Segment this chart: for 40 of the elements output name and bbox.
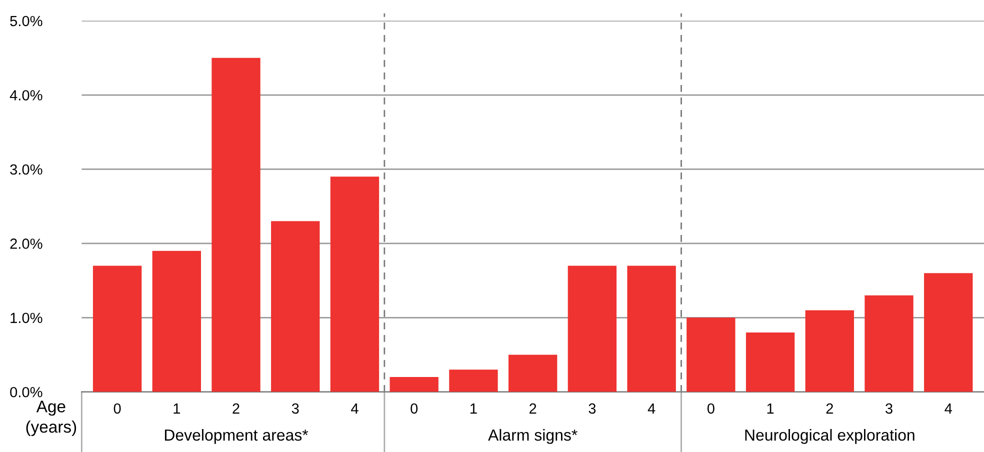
x-tick-label: 0 xyxy=(707,403,714,414)
x-tick-label: 3 xyxy=(292,403,299,414)
bar xyxy=(390,377,438,392)
bar xyxy=(686,318,736,392)
bar xyxy=(746,332,795,392)
x-tick-label: 0 xyxy=(410,403,418,414)
x-tick-label: 2 xyxy=(530,403,536,414)
y-tick-label: 5.0% xyxy=(10,16,42,26)
text: Alarm signs* xyxy=(488,428,578,444)
x-tick-label: 1 xyxy=(174,404,180,414)
x-tick-label: 3 xyxy=(588,403,596,414)
bar xyxy=(864,295,914,392)
bar xyxy=(152,250,201,392)
x-tick-label: 1 xyxy=(767,404,774,414)
y-tick-label: 0.0% xyxy=(10,386,42,398)
bar xyxy=(924,273,973,392)
text: Neurological exploration xyxy=(745,428,914,444)
text: Development areas* xyxy=(164,428,308,444)
bar xyxy=(271,221,320,392)
y-tick-label: 2.0% xyxy=(10,238,42,249)
x-tick-label: 4 xyxy=(648,404,656,414)
bar xyxy=(508,354,558,392)
x-tick-label: 3 xyxy=(886,403,892,414)
x-tick-label: 1 xyxy=(470,404,477,414)
bar xyxy=(627,266,676,392)
x-tick-label: 2 xyxy=(826,403,833,414)
x-axis-title: Age (years) xyxy=(26,400,76,436)
x-tick-label: 2 xyxy=(232,403,240,414)
bar xyxy=(449,370,498,392)
bar xyxy=(330,176,380,392)
x-tick-label: 4 xyxy=(944,404,952,414)
bar xyxy=(568,266,617,392)
y-tick-label: 1.0% xyxy=(10,312,42,324)
x-tick-label: 4 xyxy=(351,404,358,414)
bar xyxy=(805,310,854,392)
y-tick-label: 3.0% xyxy=(10,164,42,175)
y-tick-label: 4.0% xyxy=(10,90,42,100)
bar xyxy=(92,266,142,392)
bar xyxy=(212,58,260,392)
x-tick-label: 0 xyxy=(114,403,121,414)
